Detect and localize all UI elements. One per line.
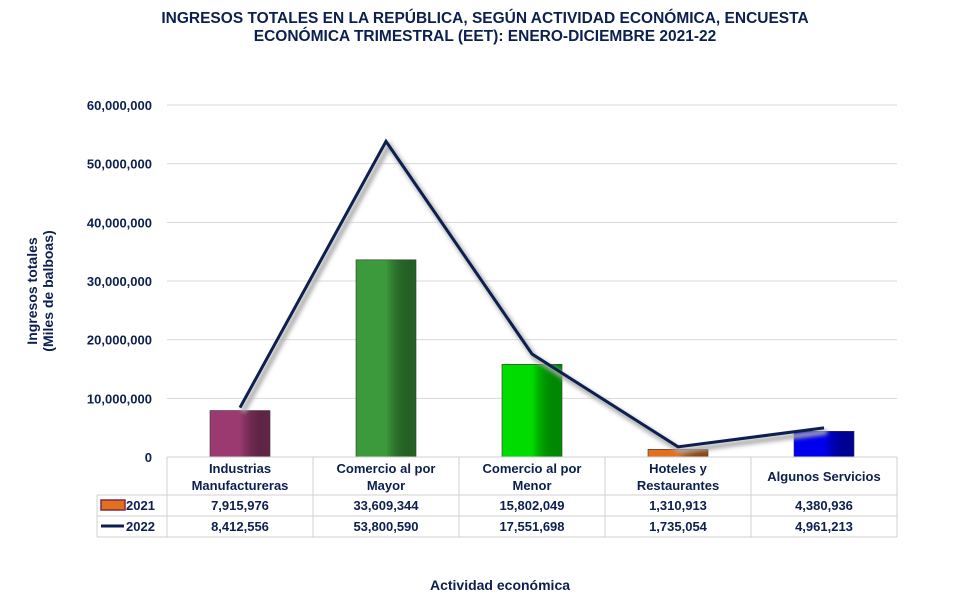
y-tick-label: 0 — [145, 450, 152, 465]
title-line-1: INGRESOS TOTALES EN LA REPÚBLICA, SEGÚN … — [161, 10, 809, 27]
category-label: Comercio al por — [483, 461, 582, 476]
data-label-2022: 4,961,213 — [795, 519, 853, 534]
y-tick-label: 40,000,000 — [87, 215, 152, 230]
category-label: Menor — [513, 478, 552, 493]
category-label: Mayor — [367, 478, 405, 493]
category-label: Hoteles y — [649, 461, 708, 476]
data-label-2021: 15,802,049 — [499, 498, 564, 513]
category-label: Manufactureras — [192, 478, 289, 493]
y-tick-label: 50,000,000 — [87, 157, 152, 172]
y-tick-label: 10,000,000 — [87, 391, 152, 406]
bar-2021-shade — [355, 259, 417, 458]
data-label-2022: 1,735,054 — [649, 519, 708, 534]
data-label-2021: 1,310,913 — [649, 498, 707, 513]
y-tick-label: 30,000,000 — [87, 274, 152, 289]
y-tick-label: 60,000,000 — [87, 98, 152, 113]
data-label-2021: 4,380,936 — [795, 498, 853, 513]
y-tick-label: 20,000,000 — [87, 333, 152, 348]
title-line-2: ECONÓMICA TRIMESTRAL (EET): ENERO-DICIEM… — [253, 28, 717, 45]
legend-2022-label: 2022 — [126, 519, 155, 534]
x-axis-label: Actividad económica — [429, 577, 571, 593]
line-2022 — [238, 138, 825, 449]
category-label: Algunos Servicios — [767, 469, 880, 484]
category-label: Comercio al por — [337, 461, 436, 476]
bar-2021-shade — [501, 363, 563, 458]
category-label: Restaurantes — [637, 478, 719, 493]
data-label-2022: 17,551,698 — [499, 519, 564, 534]
bar-2021-shade — [209, 410, 271, 458]
legend-2021-label: 2021 — [126, 498, 155, 513]
data-label-2021: 33,609,344 — [353, 498, 419, 513]
data-label-2022: 53,800,590 — [353, 519, 418, 534]
data-label-2021: 7,915,976 — [211, 498, 269, 513]
category-label: Industrias — [209, 461, 271, 476]
data-label-2022: 8,412,556 — [211, 519, 269, 534]
line-2022-shadow — [240, 140, 828, 454]
chart-title: INGRESOS TOTALES EN LA REPÚBLICA, SEGÚN … — [0, 10, 970, 46]
legend-2021-swatch — [100, 499, 126, 511]
